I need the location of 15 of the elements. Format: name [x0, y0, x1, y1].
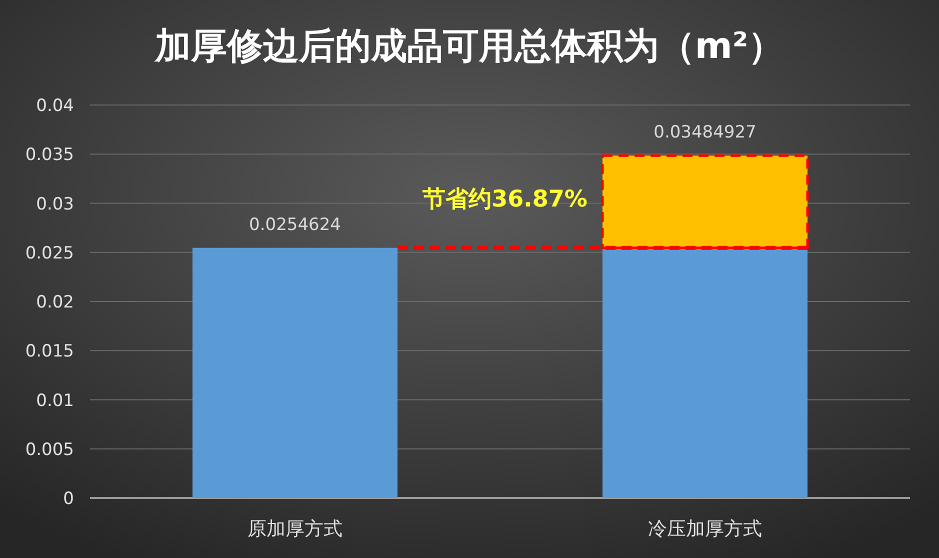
y-tick-label: 0.01 [36, 390, 74, 411]
x-tick-label: 冷压加厚方式 [648, 518, 762, 540]
y-tick-label: 0 [63, 489, 74, 509]
y-tick-label: 0.02 [36, 292, 74, 312]
y-tick-label: 0.015 [25, 342, 74, 362]
chart-title: 加厚修边后的成品可用总体积为（m²） [154, 26, 784, 67]
y-tick-label: 0.04 [36, 96, 74, 116]
y-tick-label: 0.005 [25, 440, 74, 460]
total-label: 0.0254624 [249, 214, 341, 235]
x-tick-label: 原加厚方式 [248, 518, 342, 540]
y-tick-label: 0.035 [25, 145, 74, 166]
annotation: 节省约36.87% [422, 186, 588, 212]
y-tick-label: 0.03 [36, 194, 74, 214]
y-tick-label: 0.025 [25, 243, 74, 264]
total-label: 0.03484927 [654, 122, 756, 143]
